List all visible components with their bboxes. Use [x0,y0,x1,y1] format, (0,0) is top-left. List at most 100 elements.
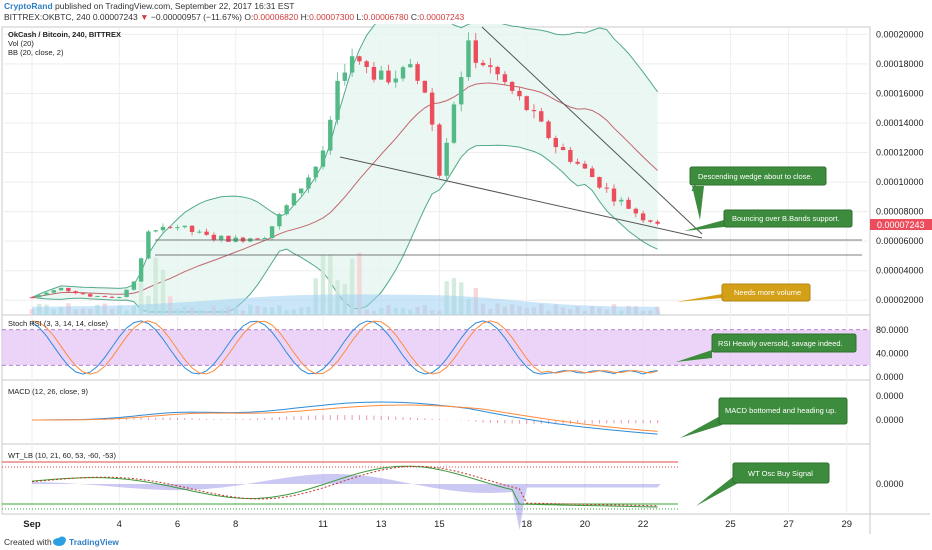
candle-body [349,56,355,73]
legend-vol[interactable]: Vol (20) [8,39,34,48]
price-tick-label: 0.00008000 [876,207,924,217]
annotation-rsi[interactable]: RSI Heavily oversold, savage indeed. [676,333,857,362]
close-label: C: [410,12,420,22]
candle-body [611,188,617,202]
candle-body [604,187,609,189]
candle-body [204,231,209,235]
legend-pair[interactable]: OkCash / Bitcoin, 240, BITTREX [8,30,121,39]
time-tick-label: Sep [23,519,41,530]
chart-header: CryptoRand published on TradingView.com,… [0,0,932,24]
footer: Created with TradingView [0,534,932,550]
candle-body [218,235,224,240]
candle-body [451,104,457,143]
price-tick-label: 0.00004000 [876,266,924,276]
volume-bars [29,252,661,315]
candle-body [226,235,231,242]
macd-axis: 0.0000 0.0000 [876,391,904,425]
candle-body [313,166,318,178]
bb-upper [31,24,659,298]
ohlc-line: BITTREX:OKBTC, 240 0.00007243 ▼ −0.00000… [4,12,464,23]
close-value: 0.00007243 [419,12,465,22]
wt-tick-label: 0.0000 [876,479,904,489]
wt-oscillator [2,461,678,530]
time-tick-label: 20 [580,519,591,530]
candle-body [582,163,588,169]
last-price-badge [870,219,932,230]
legend-wt[interactable]: WT_LB (10, 21, 60, 53, -60, -53) [8,451,116,460]
price-tick-label: 0.00016000 [876,88,924,98]
candle-body [633,208,639,214]
author-name[interactable]: CryptoRand [4,1,53,11]
wt-line-1 [31,465,658,508]
candle-body [102,296,107,298]
candle-body [415,64,420,81]
chart-canvas[interactable]: 0.00020000 0.00018000 0.00016000 0.00014000… [0,24,932,534]
candle-body [58,287,64,291]
volume-bar [320,254,326,315]
candle-body [502,74,508,82]
candle-body [466,40,471,78]
candle-body [240,237,246,242]
candle-body [568,150,573,162]
tradingview-brand[interactable]: TradingView [69,537,119,547]
volume-bar [138,282,144,315]
down-arrow-icon: ▼ [140,12,149,22]
annotation-macd[interactable]: MACD bottomed and heading up. [680,397,848,438]
annotation-bands-text: Bouncing over B.Bands support. [732,214,840,223]
annotation-volume[interactable]: Needs more volume [676,283,811,302]
candle-body [648,220,653,222]
candle-body [298,188,304,194]
legend-stoch[interactable]: Stoch RSI (3, 3, 14, 14, close) [8,319,109,328]
low-label: L: [356,12,364,22]
candle-body [459,77,464,105]
candle-body [640,213,646,221]
annotation-wedge[interactable]: Descending wedge about to close. [689,166,827,220]
time-tick-label: 11 [318,519,328,530]
time-tick-label: 25 [725,519,736,530]
price-axis: 0.00020000 0.00018000 0.00016000 0.00014000… [876,29,924,305]
stoch-d-line [31,320,658,375]
open-value: 0.00006820 [253,12,299,22]
time-tick-label: 6 [175,519,180,530]
tradingview-logo-icon [53,536,66,546]
time-tick-label: 27 [783,519,794,530]
candle-body [371,66,377,80]
candle-body [117,297,122,299]
annotation-wedge-text: Descending wedge about to close. [698,172,813,181]
candle-body [80,293,86,295]
candle-body [335,80,340,120]
candle-body [546,121,551,139]
price-tick-label: 0.00014000 [876,118,924,128]
candle-body [320,150,326,167]
candle-body [182,225,187,228]
stoch-tick-label: 0.0000 [876,372,904,382]
candle-body [386,70,391,83]
annotation-wt[interactable]: WT Osc Buy Signal [696,462,830,506]
signal-line [32,404,658,432]
last-price-tag: 0.00007243 [870,219,932,230]
last-price-badge-text: 0.00007243 [877,220,925,230]
annotation-bands[interactable]: Bouncing over B.Bands support. [684,209,853,231]
price-tick-label: 0.00012000 [876,148,924,158]
stoch-tick-label: 40.0000 [876,348,909,358]
candle-body [175,227,180,229]
candle-body [306,177,311,189]
wedge-upper-line[interactable] [481,26,703,235]
candle-body [168,226,173,228]
legend-macd[interactable]: MACD (12, 26, close, 9) [8,387,89,396]
candle-body [480,62,486,66]
candle-body [429,92,435,125]
volume-bar [349,258,355,315]
candle-body [109,296,115,298]
time-tick-label: 18 [521,519,532,530]
candle-body [655,221,660,224]
price-tick-label: 0.00020000 [876,29,924,39]
volume-bar [328,254,333,315]
price-tick-label: 0.00010000 [876,177,924,187]
time-tick-label: 22 [638,519,649,530]
legend-bb[interactable]: BB (20, close, 2) [8,48,64,57]
time-tick-label: 13 [376,519,387,530]
wedge-lower-line[interactable] [339,156,703,239]
time-tick-label: 8 [233,519,238,530]
candle-body [531,110,537,112]
